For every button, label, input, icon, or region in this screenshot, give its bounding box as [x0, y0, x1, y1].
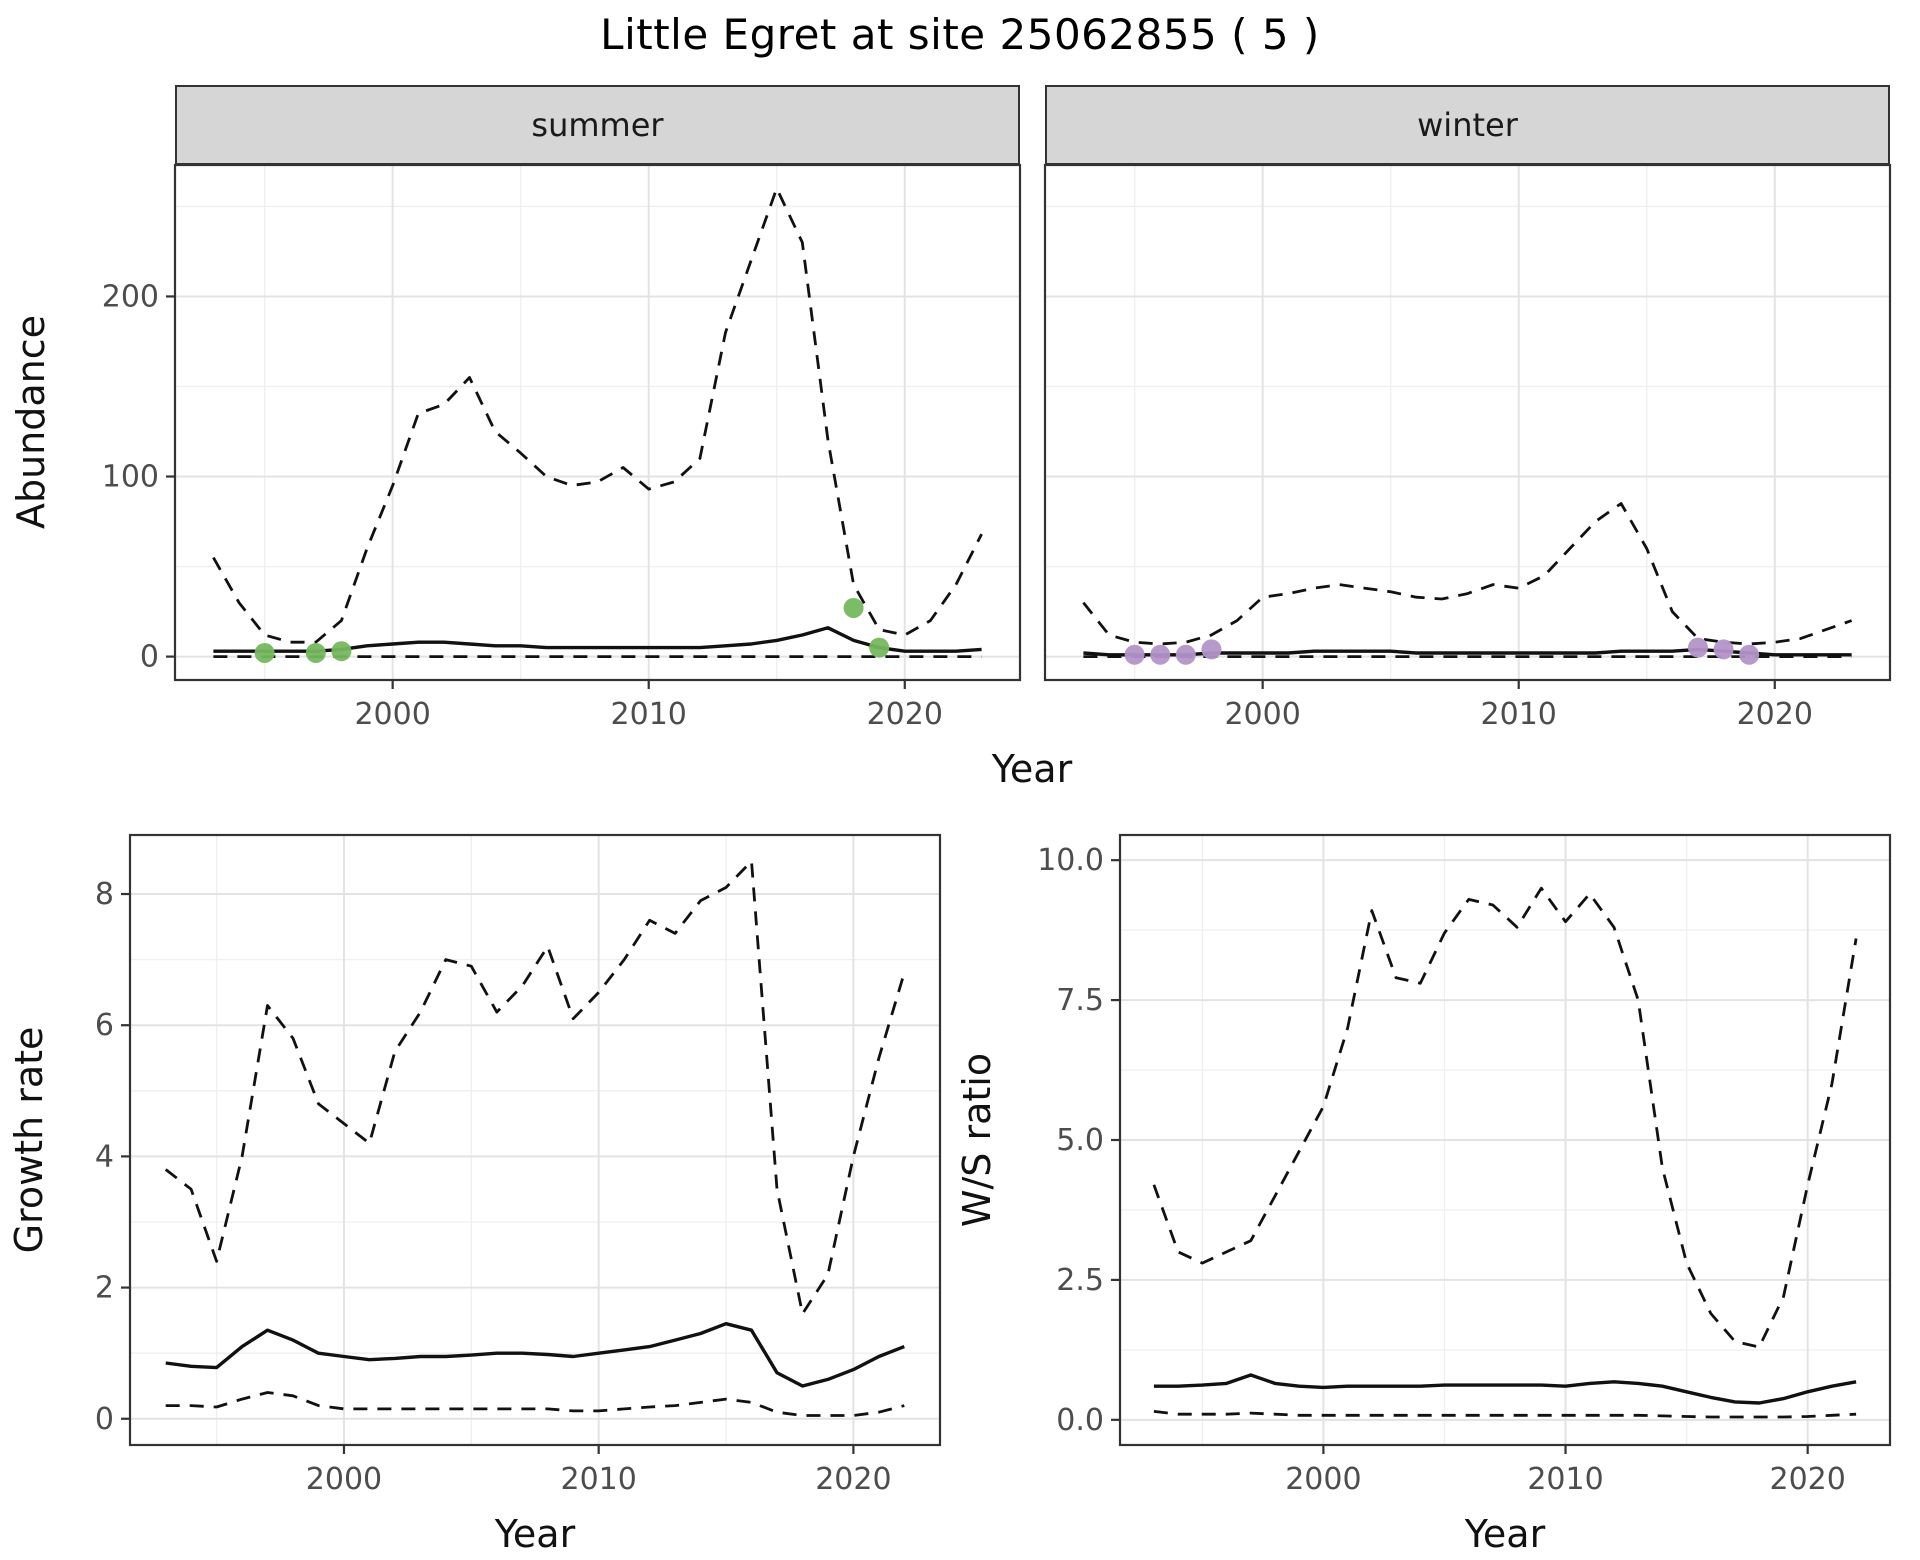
growth_rate-panel: 2000 2010 2020 0 2 4 6 8	[95, 833, 942, 1497]
abundance_winter-observation-point	[1201, 639, 1222, 660]
abundance_winter-observation-point	[1124, 644, 1145, 665]
abundance_summer-panel-border	[173, 163, 1022, 682]
ws_ratio-lower_ci-line	[1153, 1410, 1857, 1419]
abundance-y-axis-title: Abundance	[9, 315, 53, 529]
growth_rate-panel-bg	[130, 835, 940, 1445]
growth_rate-median-line	[165, 1321, 905, 1388]
growth_rate-y-tick-label: 0	[95, 1402, 114, 1437]
ws_ratio-grid-major	[1120, 835, 1890, 1445]
figure-title: Little Egret at site 25062855 ( 5 )	[600, 10, 1320, 59]
abundance_winter-observation-point	[1713, 639, 1734, 660]
facet-strip-winter: winter	[1045, 85, 1890, 165]
abundance_summer-observation-point	[331, 641, 352, 662]
abundance_summer-y-tick-label: 0	[140, 640, 159, 675]
abundance_summer-upper_ci-line	[212, 186, 983, 644]
ws_ratio-median-line	[1153, 1373, 1857, 1405]
abundance_winter-observation-point	[1175, 644, 1196, 665]
abundance_winter-observation-point	[1150, 644, 1171, 665]
abundance_summer-observation-point	[843, 597, 864, 618]
facet-strip-winter-label: winter	[1417, 106, 1518, 144]
ws_ratio-x-tick-label: 2000	[1285, 1462, 1361, 1497]
ws_ratio-y-tick-label: 2.5	[1056, 1263, 1104, 1298]
abundance_summer-observation-point	[869, 637, 890, 658]
ws_ratio-y-tick-label: 10.0	[1037, 843, 1104, 878]
abundance_summer-x-tick-label: 2020	[867, 697, 943, 732]
growth_rate-x-tick-label: 2000	[306, 1462, 382, 1497]
abundance_winter-panel: 2000 2010 2020	[1043, 163, 1892, 732]
abundance_winter-upper_ci-line	[1082, 502, 1853, 646]
growth_rate-x-tick-label: 2020	[815, 1462, 891, 1497]
abundance_summer-x-tick-label: 2010	[611, 697, 687, 732]
top-x-axis-title: Year	[991, 747, 1073, 791]
ws_ratio-y-tick-label: 7.5	[1056, 983, 1104, 1018]
abundance_winter-x-tick-label: 2010	[1481, 697, 1557, 732]
ws_ratio-panel: 2000 2010 2020 0.0 2.5 5.0 7.5 10.0	[1037, 833, 1892, 1497]
abundance_summer-x-tick-label: 2000	[354, 697, 430, 732]
ws_ratio-x-tick-label: 2010	[1527, 1462, 1603, 1497]
growth-rate-x-axis-title: Year	[494, 1512, 576, 1556]
abundance_winter-observation-point	[1687, 637, 1708, 658]
growth_rate-grid-minor	[130, 835, 940, 1445]
abundance_summer-panel-bg	[175, 165, 1020, 680]
ws-ratio-x-axis-title: Year	[1464, 1512, 1546, 1556]
growth-rate-y-axis-title: Growth rate	[7, 1027, 51, 1254]
ws-ratio-y-axis-title: W/S ratio	[955, 1053, 999, 1227]
abundance_winter-panel-bg	[1045, 165, 1890, 680]
abundance_summer-y-tick-label: 100	[102, 460, 159, 495]
abundance_winter-observation-point	[1739, 644, 1760, 665]
abundance_summer-y-tick-label: 200	[102, 279, 159, 314]
ws_ratio-y-tick-label: 5.0	[1056, 1123, 1104, 1158]
abundance_summer-grid-minor	[175, 165, 1020, 680]
abundance_summer-observed_counts	[254, 597, 890, 663]
abundance_winter-panel-border	[1043, 163, 1892, 682]
abundance_summer-panel: 2000 2010 2020 0 100 200	[102, 163, 1022, 732]
abundance_winter-x-tick-label: 2000	[1224, 697, 1300, 732]
growth_rate-y-tick-label: 2	[95, 1271, 114, 1306]
abundance_winter-grid-minor	[1045, 165, 1890, 680]
growth_rate-y-tick-label: 6	[95, 1008, 114, 1043]
growth_rate-y-tick-label: 8	[95, 877, 114, 912]
ws_ratio-upper_ci-line	[1152, 886, 1858, 1349]
growth_rate-upper_ci-line	[164, 859, 906, 1316]
abundance_summer-observation-point	[254, 642, 275, 663]
growth_rate-panel-border	[128, 833, 942, 1447]
growth_rate-lower_ci-line	[165, 1391, 905, 1417]
abundance_winter-x-tick-label: 2020	[1737, 697, 1813, 732]
growth_rate-y-tick-label: 4	[95, 1139, 114, 1174]
abundance_summer-observation-point	[305, 642, 326, 663]
facet-strip-summer-label: summer	[531, 106, 664, 144]
facet-strip-summer: summer	[175, 85, 1020, 165]
abundance_winter-observed_counts	[1124, 637, 1760, 665]
ws_ratio-x-tick-label: 2020	[1769, 1462, 1845, 1497]
ws_ratio-y-tick-label: 0.0	[1056, 1403, 1104, 1438]
growth_rate-x-tick-label: 2010	[560, 1462, 636, 1497]
